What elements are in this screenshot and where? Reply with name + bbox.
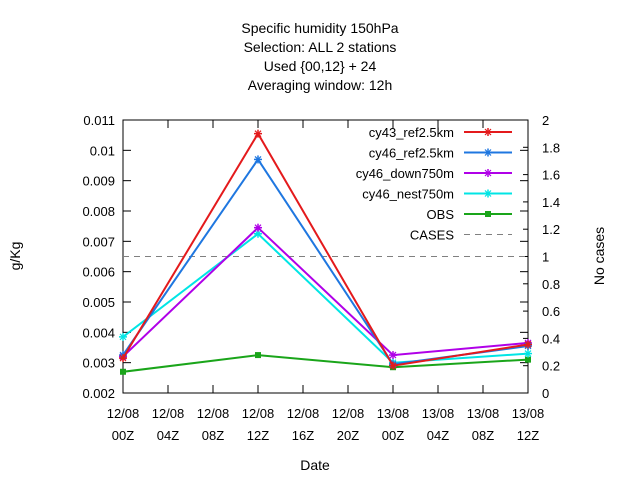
x-tick-label-hour: 04Z	[157, 428, 179, 443]
y-tick-label: 0.004	[82, 325, 115, 340]
x-tick-label-date: 13/08	[377, 406, 410, 421]
data-point	[484, 190, 492, 197]
data-point	[524, 341, 532, 348]
chart-title: Specific humidity 150hPa Selection: ALL 2…	[241, 20, 398, 93]
title-line: Specific humidity 150hPa	[241, 20, 398, 36]
title-line: Used {00,12} + 24	[264, 58, 377, 74]
y2-tick-label: 1.6	[542, 168, 560, 183]
x-tick-label-hour: 08Z	[202, 428, 224, 443]
y2-axis-ticks: 0 0.2 0.4 0.6 0.8 1 1.2 1.4 1.6 1.8 2	[523, 113, 560, 401]
series-cy43_ref2.5km	[119, 129, 532, 370]
x-tick-label-hour: 20Z	[337, 428, 359, 443]
series-line	[122, 131, 529, 367]
title-line: Selection: ALL 2 stations	[244, 39, 397, 55]
legend-label: cy46_ref2.5km	[369, 146, 454, 161]
x-tick-label-date: 12/08	[332, 406, 365, 421]
x-tick-label-date: 12/08	[107, 406, 140, 421]
series-line	[122, 354, 529, 373]
legend-label: cy43_ref2.5km	[369, 125, 454, 140]
y-tick-label: 0.007	[82, 234, 115, 249]
x-tick-label-hour: 00Z	[382, 428, 404, 443]
x-tick-label-date: 13/08	[512, 406, 545, 421]
x-tick-label-hour: 00Z	[112, 428, 134, 443]
y2-tick-label: 0.8	[542, 277, 560, 292]
y2-tick-label: 0.2	[542, 359, 560, 374]
x-tick-label-hour: 04Z	[427, 428, 449, 443]
y2-tick-label: 2	[542, 113, 549, 128]
y2-tick-label: 0	[542, 386, 549, 401]
y-tick-label: 0.01	[90, 143, 115, 158]
title-line: Averaging window: 12h	[248, 77, 393, 93]
y-tick-label: 0.006	[82, 265, 115, 280]
series-line	[122, 226, 529, 358]
x-tick-label-date: 13/08	[422, 406, 455, 421]
y2-tick-label: 0.6	[542, 304, 560, 319]
x-tick-label-date: 13/08	[467, 406, 500, 421]
y-tick-label: 0.008	[82, 204, 115, 219]
x-tick-label-hour: 08Z	[472, 428, 494, 443]
data-point	[484, 128, 492, 136]
data-point	[254, 224, 262, 232]
y-axis-ticks: 0.002 0.003 0.004 0.005 0.006 0.007 0.008 0.009…	[82, 113, 528, 401]
x-tick-label-date: 12/08	[287, 406, 320, 421]
y2-tick-label: 0.4	[542, 331, 560, 346]
x-tick-label-hour: 16Z	[292, 428, 314, 443]
data-point	[119, 333, 127, 341]
data-point	[484, 169, 492, 177]
y-tick-label: 0.011	[83, 113, 115, 128]
series-OBS	[120, 352, 531, 375]
legend-label: OBS	[427, 207, 455, 222]
series-line	[122, 157, 529, 366]
x-tick-label-hour: 12Z	[517, 428, 539, 443]
legend-label: CASES	[410, 228, 454, 243]
y2-axis-label: No cases	[591, 227, 607, 285]
x-tick-label-date: 12/08	[242, 406, 275, 421]
legend-label: cy46_down750m	[356, 166, 454, 181]
y-axis-label: g/Kg	[7, 242, 23, 271]
legend: cy43_ref2.5km cy46_ref2.5km cy46_down750mc…	[356, 125, 512, 243]
data-point	[254, 230, 262, 238]
y2-tick-label: 1	[542, 250, 549, 265]
y2-tick-label: 1.8	[542, 140, 560, 155]
y-tick-label: 0.002	[82, 386, 115, 401]
data-point	[254, 156, 262, 163]
data-point	[255, 352, 261, 359]
y2-tick-label: 1.2	[542, 222, 560, 237]
x-axis-label: Date	[300, 457, 330, 473]
x-tick-label-date: 12/08	[152, 406, 185, 421]
x-axis-ticks: 12/08 00Z 12/08 04Z 12/08 08Z 12/08 12Z 12/08 16Z…	[107, 120, 545, 443]
data-point	[525, 356, 531, 363]
y-tick-label: 0.009	[82, 174, 115, 189]
y-tick-label: 0.003	[82, 356, 115, 371]
data-point	[485, 211, 491, 217]
series-group	[119, 129, 532, 375]
y-tick-label: 0.005	[82, 295, 115, 310]
data-point	[524, 350, 532, 357]
data-point	[119, 354, 127, 362]
data-point	[254, 130, 262, 138]
data-point	[389, 351, 397, 359]
legend-label: cy46_nest750m	[362, 187, 454, 202]
x-tick-label-date: 12/08	[197, 406, 230, 421]
data-point	[389, 362, 397, 370]
x-tick-label-hour: 12Z	[247, 428, 269, 443]
y2-tick-label: 1.4	[542, 195, 560, 210]
series-line	[122, 232, 529, 364]
data-point	[120, 368, 126, 375]
data-point	[484, 149, 492, 156]
